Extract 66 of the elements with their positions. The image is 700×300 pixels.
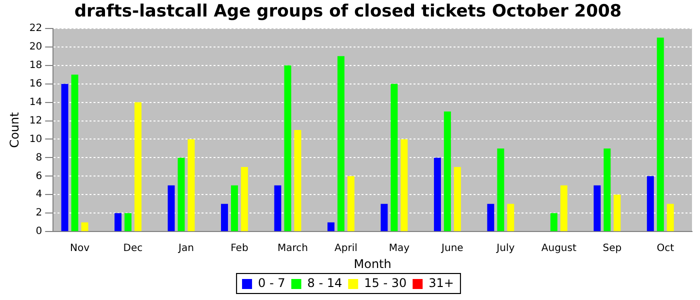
bar	[274, 185, 282, 232]
y-tick-label: 12	[29, 115, 42, 126]
bar	[61, 84, 68, 232]
x-tick-label: Oct	[656, 243, 674, 254]
y-tick-label: 22	[29, 22, 42, 34]
bar	[487, 204, 494, 232]
y-tick-label: 6	[36, 170, 42, 182]
bar	[327, 222, 334, 232]
bar	[284, 65, 292, 232]
bar	[594, 185, 601, 232]
y-axis-title: Count	[7, 112, 22, 148]
bar	[178, 158, 185, 232]
legend-label: 31+	[428, 276, 454, 290]
bar	[656, 38, 664, 232]
bar	[560, 185, 568, 232]
x-tick-label: Dec	[123, 243, 143, 254]
bar	[550, 213, 558, 232]
x-tick-label: April	[334, 243, 358, 254]
x-tick-label: July	[496, 243, 515, 254]
bar	[134, 102, 142, 232]
bar	[666, 204, 674, 232]
legend-label: 8 - 14	[307, 276, 342, 290]
y-tick-label: 0	[36, 226, 42, 238]
x-axis-title: Month	[354, 256, 392, 271]
chart-title: drafts-lastcall Age groups of closed tickets October 2008	[74, 2, 622, 22]
y-tick-label: 8	[36, 152, 42, 164]
bar	[444, 112, 451, 232]
bar	[614, 194, 621, 232]
bar	[497, 148, 504, 232]
bar	[400, 139, 408, 232]
bar	[294, 130, 302, 232]
bar	[646, 176, 654, 232]
bar	[114, 213, 122, 232]
bar	[347, 176, 354, 232]
y-tick-label: 2	[36, 208, 42, 219]
y-tick-label: 4	[36, 189, 42, 200]
x-tick-label: Feb	[230, 243, 248, 254]
y-tick-label: 20	[29, 41, 42, 52]
y-tick-label: 14	[29, 96, 42, 108]
legend-label: 15 - 30	[364, 276, 407, 290]
bar	[230, 185, 238, 232]
legend-label: 0 - 7	[258, 276, 286, 290]
bar	[81, 222, 88, 232]
bar	[454, 166, 461, 232]
bar	[240, 166, 248, 232]
bar	[168, 185, 175, 232]
bar	[390, 84, 398, 232]
bar	[604, 148, 611, 232]
x-tick-label: March	[277, 243, 308, 254]
bar	[507, 204, 514, 232]
bar	[124, 213, 132, 232]
bar	[434, 158, 441, 232]
x-tick-label: Sep	[602, 243, 622, 254]
bar	[337, 56, 344, 232]
y-tick-label: 10	[29, 134, 42, 145]
bar	[220, 204, 228, 232]
bar	[188, 139, 195, 232]
x-tick-label: Jan	[178, 243, 194, 254]
x-tick-label: Nov	[70, 243, 90, 254]
x-tick-label: May	[388, 243, 410, 254]
x-tick-label: August	[541, 243, 576, 254]
x-tick-label: June	[440, 243, 464, 254]
bar	[380, 204, 388, 232]
y-tick-label: 16	[29, 78, 42, 90]
bar	[71, 74, 78, 232]
y-tick-label: 18	[29, 60, 42, 71]
